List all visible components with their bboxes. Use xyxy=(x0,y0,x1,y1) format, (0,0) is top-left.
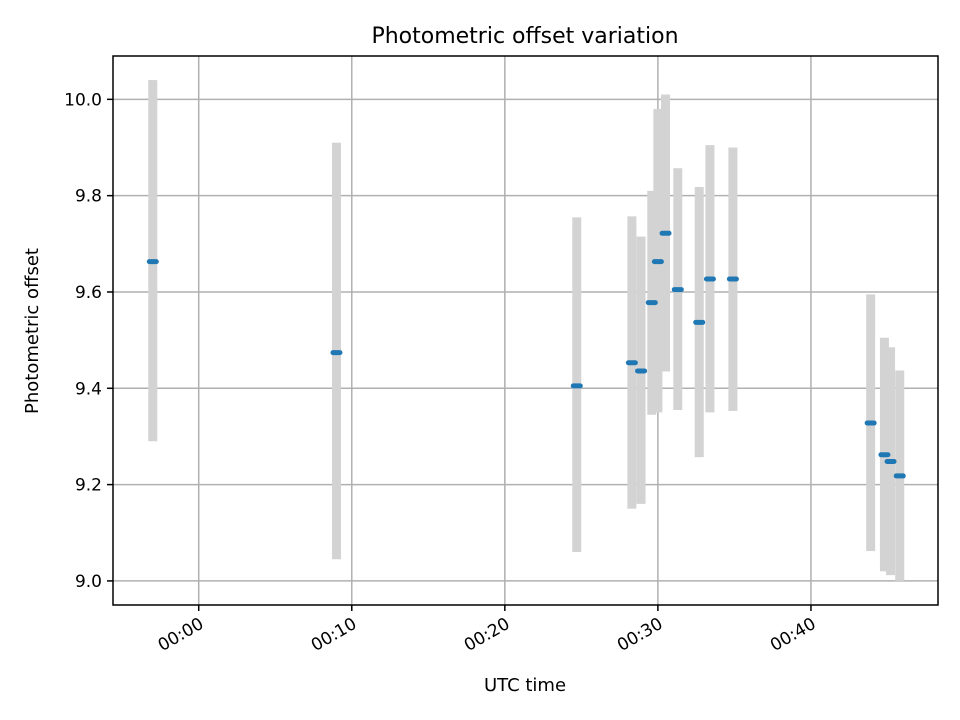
grid-lines xyxy=(113,56,938,605)
y-tick-label: 9.2 xyxy=(75,476,102,496)
y-tick-label: 9.8 xyxy=(75,187,102,207)
x-axis-label: UTC time xyxy=(484,675,566,696)
data-points xyxy=(146,230,906,479)
plot-frame xyxy=(112,55,939,606)
x-tick-label: 00:40 xyxy=(767,614,819,656)
x-tick-label: 00:20 xyxy=(461,614,513,656)
x-tick-label: 00:00 xyxy=(155,614,207,656)
chart-title: Photometric offset variation xyxy=(371,24,678,49)
y-tick-label: 9.0 xyxy=(75,572,102,592)
y-tick-label: 10.0 xyxy=(64,90,102,110)
y-tick-label: 9.4 xyxy=(75,379,102,399)
y-axis-label: Photometric offset xyxy=(22,248,43,414)
y-tick-label: 9.6 xyxy=(75,283,102,303)
errorbars xyxy=(148,80,905,581)
x-tick-label: 00:10 xyxy=(308,614,360,656)
x-tick-label: 00:30 xyxy=(614,614,666,656)
